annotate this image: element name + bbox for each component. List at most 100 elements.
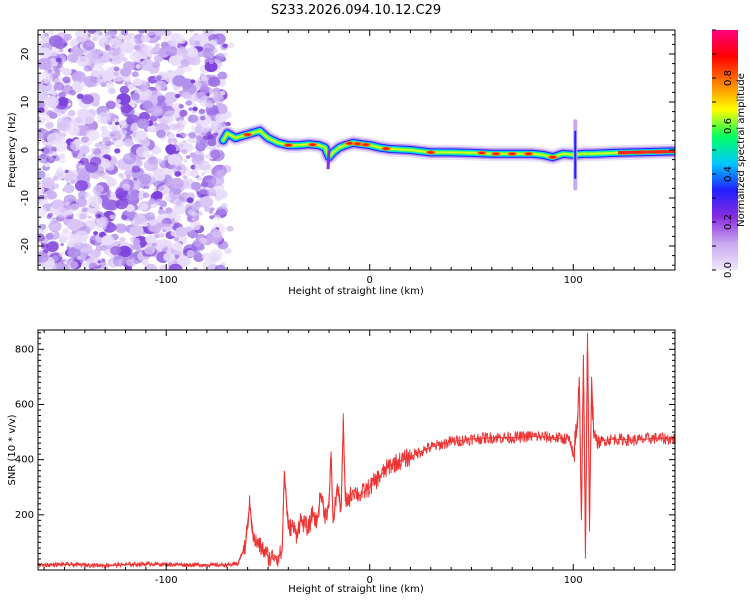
noise-speckle	[115, 99, 122, 104]
noise-speckle	[156, 35, 162, 41]
colorbar-tick-label: 0.4	[723, 166, 734, 182]
noise-speckle	[194, 92, 207, 103]
noise-speckle	[109, 130, 122, 141]
noise-speckle	[130, 92, 140, 101]
noise-speckle	[38, 90, 49, 101]
noise-speckle	[217, 71, 228, 80]
noise-speckle	[131, 71, 139, 78]
noise-speckle	[116, 223, 121, 227]
noise-speckle	[112, 255, 127, 267]
x-tick-label: 100	[564, 275, 583, 286]
noise-speckle	[72, 153, 78, 158]
noise-speckles	[38, 30, 235, 270]
ridge-hotspot-core	[244, 133, 251, 136]
noise-speckle	[96, 49, 103, 55]
noise-speckle	[135, 39, 142, 45]
snr-ylabel: SNR (10 * v/v)	[7, 414, 18, 485]
noise-speckle	[124, 266, 133, 270]
noise-speckle	[38, 184, 45, 195]
noise-speckle	[38, 47, 52, 59]
noise-speckle	[76, 56, 90, 67]
noise-speckle	[199, 196, 214, 209]
noise-speckle	[38, 141, 41, 145]
noise-speckle	[119, 129, 128, 136]
noise-speckle	[225, 121, 231, 127]
noise-speckle	[172, 242, 183, 251]
noise-speckle	[38, 57, 52, 70]
noise-speckle	[224, 247, 232, 255]
noise-speckle	[91, 65, 106, 78]
noise-speckle	[200, 181, 209, 188]
noise-speckle	[60, 230, 73, 241]
noise-speckle	[68, 260, 79, 269]
noise-speckle	[136, 146, 150, 158]
noise-speckle	[197, 114, 212, 126]
noise-speckle	[200, 172, 206, 176]
noise-speckle	[79, 213, 87, 220]
noise-speckle	[122, 153, 137, 165]
noise-speckle	[77, 190, 88, 199]
noise-speckle	[214, 264, 227, 270]
noise-speckle	[88, 215, 93, 219]
noise-speckle	[157, 208, 165, 215]
noise-speckle	[179, 109, 188, 117]
noise-speckle	[82, 34, 88, 39]
noise-speckle	[132, 243, 141, 251]
noise-speckle	[170, 223, 174, 227]
noise-speckle	[119, 119, 127, 127]
noise-speckle	[87, 30, 97, 34]
noise-speckle	[170, 33, 179, 40]
noise-speckle	[194, 40, 201, 46]
noise-speckle	[122, 61, 135, 71]
noise-speckle	[120, 214, 128, 221]
noise-speckle	[154, 171, 166, 182]
ridge-peak-segment	[617, 149, 675, 155]
snr-plot-area	[38, 332, 675, 570]
noise-speckle	[195, 138, 208, 149]
noise-speckle	[86, 129, 100, 141]
noise-speckle	[107, 80, 113, 85]
noise-speckle	[156, 214, 164, 222]
noise-speckle	[214, 214, 222, 221]
noise-speckle	[75, 197, 88, 208]
colorbar-gradient	[712, 30, 738, 270]
noise-speckle	[56, 207, 69, 218]
noise-speckle	[163, 183, 170, 189]
noise-speckle	[120, 30, 129, 36]
noise-speckle	[208, 59, 214, 65]
noise-speckle	[175, 93, 181, 99]
ridge-hotspot-core	[478, 151, 485, 155]
noise-speckle	[208, 76, 221, 87]
noise-speckle	[187, 209, 195, 216]
noise-speckle	[101, 235, 115, 246]
noise-speckle	[168, 54, 183, 66]
colorbar-label: Normalized spectral amplitude	[736, 73, 747, 227]
noise-speckle	[174, 254, 180, 259]
noise-speckle	[100, 125, 108, 132]
noise-speckle	[188, 30, 194, 33]
noise-speckle	[110, 246, 122, 256]
y-tick-label: 600	[15, 399, 34, 410]
noise-speckle	[125, 204, 135, 213]
noise-speckle	[170, 141, 175, 145]
noise-speckle	[84, 192, 91, 198]
noise-speckle	[185, 47, 199, 58]
noise-speckle	[115, 198, 128, 210]
noise-speckle	[199, 130, 207, 137]
noise-speckle	[38, 223, 47, 231]
noise-speckle	[197, 211, 203, 216]
noise-speckle	[152, 46, 160, 53]
colorbar-tick-label: 0.6	[723, 118, 734, 134]
noise-speckle	[207, 188, 217, 197]
noise-speckle	[148, 198, 156, 205]
noise-speckle	[185, 155, 191, 159]
noise-speckle	[194, 250, 201, 257]
noise-speckle	[165, 207, 173, 214]
noise-speckle	[170, 164, 176, 169]
noise-speckle	[82, 153, 87, 157]
noise-speckle	[185, 100, 192, 106]
noise-speckle	[170, 177, 184, 190]
noise-speckle	[75, 117, 83, 123]
noise-speckle	[134, 89, 139, 94]
